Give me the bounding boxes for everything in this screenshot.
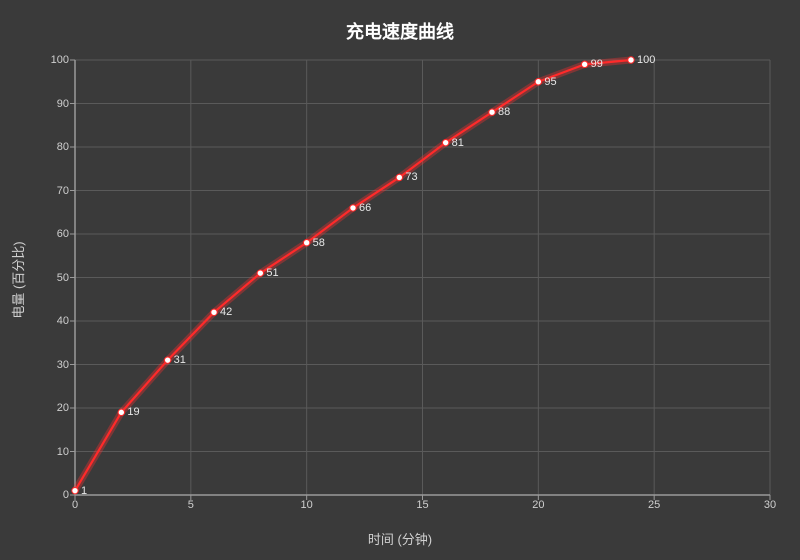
data-point-label: 42 bbox=[220, 306, 232, 318]
x-axis-label: 时间 (分钟) bbox=[0, 529, 800, 548]
x-tick-label: 20 bbox=[532, 495, 544, 511]
y-tick-label: 60 bbox=[57, 228, 75, 240]
x-tick-label: 10 bbox=[301, 495, 313, 511]
data-point-label: 1 bbox=[81, 485, 87, 497]
data-point-label: 95 bbox=[544, 76, 556, 88]
data-point-label: 31 bbox=[174, 354, 186, 366]
data-point-label: 99 bbox=[591, 58, 603, 70]
y-tick-label: 20 bbox=[57, 402, 75, 414]
data-point-label: 88 bbox=[498, 106, 510, 118]
y-tick-label: 90 bbox=[57, 98, 75, 110]
data-point-label: 66 bbox=[359, 202, 371, 214]
y-tick-label: 10 bbox=[57, 446, 75, 458]
data-point-label: 81 bbox=[452, 137, 464, 149]
x-tick-label: 5 bbox=[188, 495, 194, 511]
y-axis-label: 电量 (百分比) bbox=[8, 241, 27, 318]
x-tick-label: 0 bbox=[72, 495, 78, 511]
chart-title: 充电速度曲线 bbox=[0, 18, 800, 44]
y-tick-label: 70 bbox=[57, 185, 75, 197]
data-point-label: 51 bbox=[266, 267, 278, 279]
y-tick-label: 30 bbox=[57, 359, 75, 371]
chart-container: 充电速度曲线 电量 (百分比) 时间 (分钟) 0 10 20 30 40 50 60 70 8… bbox=[0, 0, 800, 560]
chart-svg bbox=[75, 60, 770, 495]
x-tick-label: 25 bbox=[648, 495, 660, 511]
data-point-label: 19 bbox=[127, 406, 139, 418]
y-tick-label: 80 bbox=[57, 141, 75, 153]
y-tick-label: 50 bbox=[57, 272, 75, 284]
x-tick-label: 15 bbox=[416, 495, 428, 511]
data-point-label: 73 bbox=[405, 171, 417, 183]
y-tick-label: 100 bbox=[51, 54, 75, 66]
data-point-label: 100 bbox=[637, 54, 655, 66]
data-point-label: 58 bbox=[313, 237, 325, 249]
y-tick-label: 40 bbox=[57, 315, 75, 327]
x-tick-label: 30 bbox=[764, 495, 776, 511]
plot-area: 0102030405060708090100051015202530119314… bbox=[75, 60, 770, 495]
